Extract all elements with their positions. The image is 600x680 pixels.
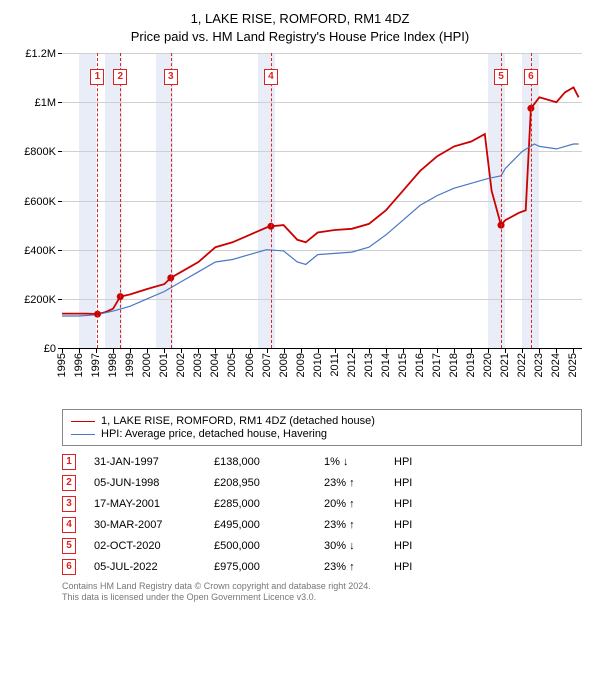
transaction-price: £500,000	[214, 540, 314, 552]
transaction-price: £208,950	[214, 477, 314, 489]
x-tick-label: 2010	[312, 353, 324, 377]
y-tick-label: £400K	[24, 245, 56, 257]
table-row: 1 31-JAN-1997 £138,000 1% ↓ HPI	[62, 454, 582, 470]
sale-marker: 3	[164, 69, 178, 85]
transaction-delta: 23% ↑	[324, 561, 384, 573]
transactions-table: 1 31-JAN-1997 £138,000 1% ↓ HPI 2 05-JUN-1998 £…	[62, 454, 582, 575]
x-tick-label: 2024	[550, 353, 562, 377]
x-tick-label: 2012	[346, 353, 358, 377]
transaction-marker: 1	[62, 454, 76, 470]
x-tick-label: 2014	[380, 353, 392, 377]
chart-area: £0£200K£400K£600K£800K£1M£1.2M 123456 19…	[14, 53, 586, 403]
y-axis: £0£200K£400K£600K£800K£1M£1.2M	[14, 53, 62, 349]
table-row: 2 05-JUN-1998 £208,950 23% ↑ HPI	[62, 475, 582, 491]
transaction-vs: HPI	[394, 540, 444, 552]
transaction-delta: 30% ↓	[324, 540, 384, 552]
transaction-price: £975,000	[214, 561, 314, 573]
x-tick-label: 2025	[567, 353, 579, 377]
transaction-date: 30-MAR-2007	[94, 519, 204, 531]
transaction-delta: 23% ↑	[324, 477, 384, 489]
x-tick-label: 2017	[431, 353, 443, 377]
transaction-date: 02-OCT-2020	[94, 540, 204, 552]
x-tick-label: 2022	[516, 353, 528, 377]
sale-marker: 4	[264, 69, 278, 85]
subtitle: Price paid vs. HM Land Registry's House …	[14, 28, 586, 46]
transaction-date: 17-MAY-2001	[94, 498, 204, 510]
plot: 123456	[62, 53, 582, 349]
sale-marker: 6	[524, 69, 538, 85]
sale-marker: 5	[494, 69, 508, 85]
table-row: 5 02-OCT-2020 £500,000 30% ↓ HPI	[62, 538, 582, 554]
transaction-marker: 6	[62, 559, 76, 575]
x-tick-label: 2020	[482, 353, 494, 377]
transaction-date: 31-JAN-1997	[94, 456, 204, 468]
chart-svg	[62, 53, 582, 348]
y-tick-label: £600K	[24, 196, 56, 208]
x-tick-label: 2009	[295, 353, 307, 377]
transaction-date: 05-JUL-2022	[94, 561, 204, 573]
transaction-vs: HPI	[394, 498, 444, 510]
y-tick-label: £800K	[24, 146, 56, 158]
transaction-delta: 1% ↓	[324, 456, 384, 468]
x-tick-label: 2013	[363, 353, 375, 377]
x-tick-label: 2003	[192, 353, 204, 377]
table-row: 3 17-MAY-2001 £285,000 20% ↑ HPI	[62, 496, 582, 512]
x-tick-label: 2007	[261, 353, 273, 377]
transaction-vs: HPI	[394, 561, 444, 573]
x-tick-label: 1996	[73, 353, 85, 377]
x-tick-label: 2000	[141, 353, 153, 377]
transaction-vs: HPI	[394, 519, 444, 531]
x-tick-label: 2015	[397, 353, 409, 377]
transaction-delta: 23% ↑	[324, 519, 384, 531]
x-tick-label: 2005	[226, 353, 238, 377]
legend: 1, LAKE RISE, ROMFORD, RM1 4DZ (detached…	[62, 409, 582, 446]
x-tick-label: 2018	[448, 353, 460, 377]
footer-line: Contains HM Land Registry data © Crown c…	[62, 581, 582, 592]
sale-marker: 2	[113, 69, 127, 85]
table-row: 6 05-JUL-2022 £975,000 23% ↑ HPI	[62, 559, 582, 575]
transaction-marker: 4	[62, 517, 76, 533]
transaction-delta: 20% ↑	[324, 498, 384, 510]
x-tick-label: 2023	[533, 353, 545, 377]
legend-item: 1, LAKE RISE, ROMFORD, RM1 4DZ (detached…	[71, 415, 573, 427]
x-tick-label: 2004	[209, 353, 221, 377]
x-tick-label: 2002	[175, 353, 187, 377]
x-tick-label: 2019	[465, 353, 477, 377]
x-tick-label: 1998	[107, 353, 119, 377]
y-tick-label: £1M	[35, 97, 56, 109]
sale-marker: 1	[90, 69, 104, 85]
x-tick-label: 2021	[499, 353, 511, 377]
x-tick-label: 2008	[278, 353, 290, 377]
transaction-marker: 3	[62, 496, 76, 512]
transaction-price: £138,000	[214, 456, 314, 468]
y-tick-label: £200K	[24, 294, 56, 306]
y-tick-label: £0	[44, 343, 56, 355]
transaction-marker: 2	[62, 475, 76, 491]
footer: Contains HM Land Registry data © Crown c…	[62, 581, 582, 604]
x-tick-label: 1997	[90, 353, 102, 377]
transaction-marker: 5	[62, 538, 76, 554]
transaction-price: £285,000	[214, 498, 314, 510]
x-tick-label: 1999	[124, 353, 136, 377]
footer-line: This data is licensed under the Open Gov…	[62, 592, 582, 603]
x-axis: 1995199619971998199920002001200220032004…	[62, 349, 582, 403]
legend-item: HPI: Average price, detached house, Have…	[71, 428, 573, 440]
table-row: 4 30-MAR-2007 £495,000 23% ↑ HPI	[62, 517, 582, 533]
title: 1, LAKE RISE, ROMFORD, RM1 4DZ	[14, 10, 586, 28]
transaction-date: 05-JUN-1998	[94, 477, 204, 489]
x-tick-label: 2016	[414, 353, 426, 377]
transaction-vs: HPI	[394, 477, 444, 489]
chart-container: 1, LAKE RISE, ROMFORD, RM1 4DZ Price pai…	[0, 0, 600, 680]
transaction-price: £495,000	[214, 519, 314, 531]
y-tick-label: £1.2M	[25, 48, 56, 60]
x-tick-label: 2011	[329, 353, 341, 377]
x-tick-label: 2001	[158, 353, 170, 377]
x-tick-label: 2006	[244, 353, 256, 377]
transaction-vs: HPI	[394, 456, 444, 468]
x-tick-label: 1995	[56, 353, 68, 377]
